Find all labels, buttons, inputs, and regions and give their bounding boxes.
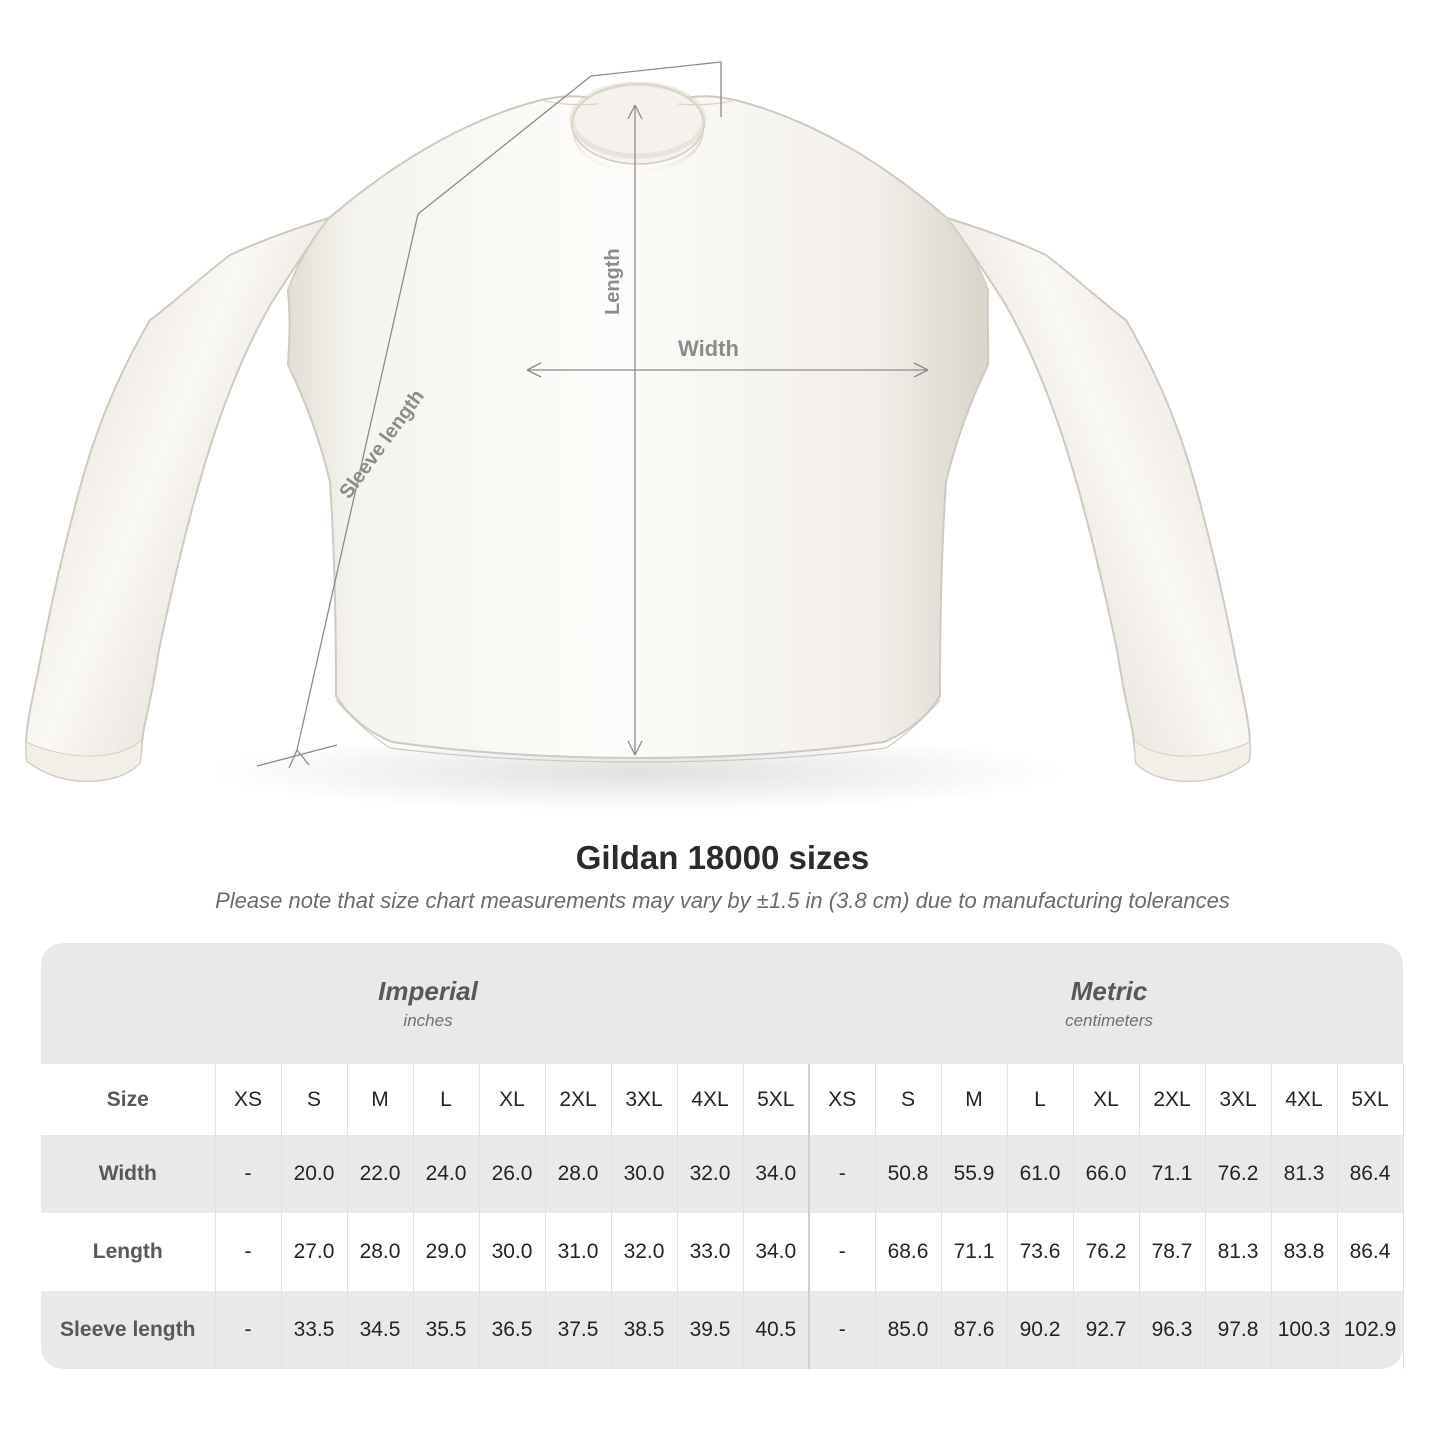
svg-text:Length: Length [602,248,624,315]
svg-text:Width: Width [678,336,739,361]
